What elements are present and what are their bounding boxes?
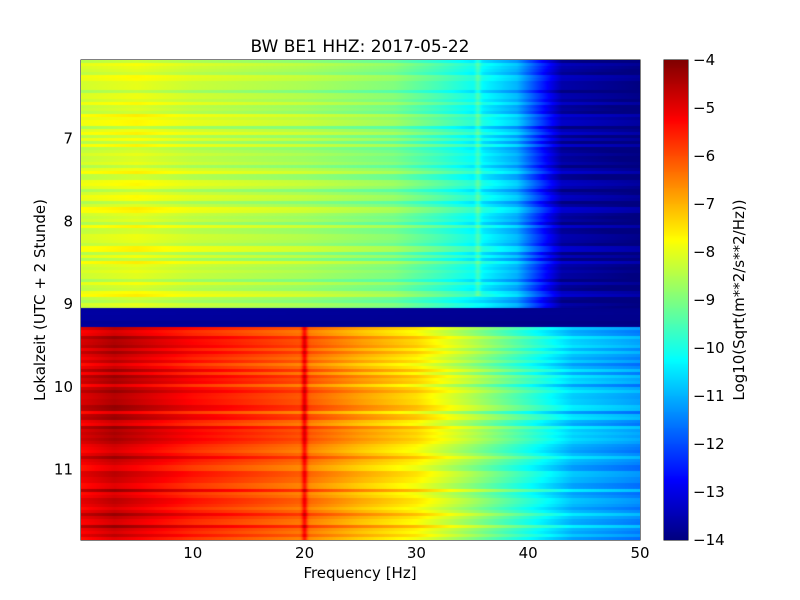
colorbar-tick-label: −13 — [693, 483, 725, 501]
x-tick-label: 20 — [295, 544, 314, 562]
y-tick-label: 9 — [63, 295, 73, 313]
colorbar-tick-label: −10 — [693, 339, 725, 357]
y-tick-label: 7 — [63, 130, 73, 148]
colorbar-tick-label: −6 — [693, 147, 715, 165]
colorbar-tick-label: −9 — [693, 291, 715, 309]
y-axis-label: Lokalzeit (UTC + 2 Stunde) — [31, 199, 49, 401]
x-tick-label: 10 — [183, 544, 202, 562]
colorbar-tick-label: −14 — [693, 531, 725, 549]
colorbar-tick-label: −4 — [693, 51, 715, 69]
y-tick-label: 10 — [54, 378, 73, 396]
colorbar-tick-label: −7 — [693, 195, 715, 213]
colorbar — [664, 60, 688, 540]
x-tick-label: 50 — [630, 544, 649, 562]
x-tick-label: 40 — [519, 544, 538, 562]
colorbar-tick-label: −11 — [693, 387, 725, 405]
chart-title: BW BE1 HHZ: 2017-05-22 — [250, 37, 469, 57]
colorbar-tick-label: −8 — [693, 243, 715, 261]
colorbar-tick-label: −12 — [693, 435, 725, 453]
y-tick-label: 11 — [54, 461, 73, 479]
colorbar-tick-label: −5 — [693, 99, 715, 117]
y-tick-label: 8 — [63, 212, 73, 230]
spectrogram-heatmap — [81, 60, 640, 540]
x-axis-label: Frequency [Hz] — [303, 564, 416, 582]
colorbar-label: Log10(Sqrt(m**2/s**2/Hz)) — [730, 199, 748, 400]
x-tick-label: 30 — [407, 544, 426, 562]
